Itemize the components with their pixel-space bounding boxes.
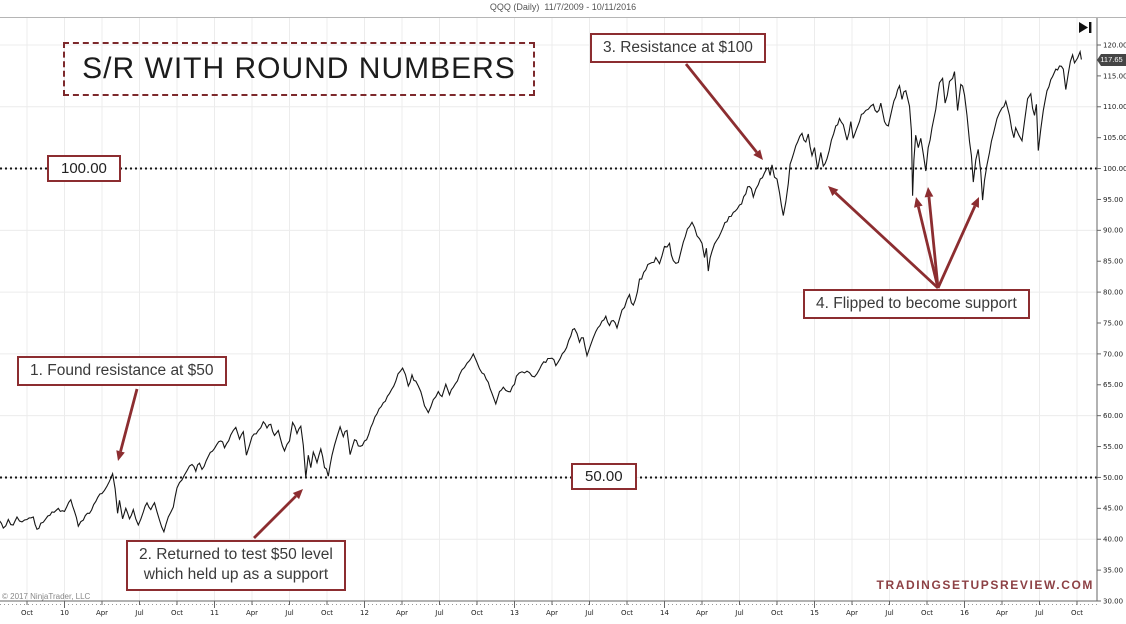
svg-text:Jul: Jul bbox=[134, 609, 144, 617]
svg-text:Oct: Oct bbox=[471, 609, 483, 617]
svg-text:Oct: Oct bbox=[621, 609, 633, 617]
svg-text:13: 13 bbox=[510, 609, 519, 617]
svg-text:Jul: Jul bbox=[734, 609, 744, 617]
svg-text:75.00: 75.00 bbox=[1103, 319, 1123, 327]
svg-text:35.00: 35.00 bbox=[1103, 567, 1123, 575]
svg-text:70.00: 70.00 bbox=[1103, 350, 1123, 358]
svg-text:90.00: 90.00 bbox=[1103, 227, 1123, 235]
time-axis-labels: Oct 10 Apr Jul Oct 11 Apr Jul Oct 12 Apr Jul Oct 13 Ap… bbox=[21, 601, 1083, 617]
price-line bbox=[0, 49, 1082, 534]
annotation-arrows bbox=[116, 63, 979, 539]
site-branding: TRADINGSETUPSREVIEW.COM bbox=[876, 578, 1094, 592]
svg-text:Oct: Oct bbox=[321, 609, 333, 617]
svg-text:Jul: Jul bbox=[434, 609, 444, 617]
level-label-50: 50.00 bbox=[571, 463, 637, 490]
annotation-box-1: 1. Found resistance at $50 bbox=[17, 356, 227, 387]
annotation-box-2: 2. Returned to test $50 level which held… bbox=[126, 540, 346, 591]
svg-text:45.00: 45.00 bbox=[1103, 505, 1123, 513]
svg-text:Oct: Oct bbox=[171, 609, 183, 617]
svg-text:16: 16 bbox=[960, 609, 969, 617]
svg-text:65.00: 65.00 bbox=[1103, 381, 1123, 389]
annotation-box-4: 4. Flipped to become support bbox=[803, 289, 1030, 320]
svg-text:30.00: 30.00 bbox=[1103, 597, 1123, 605]
headline-annotation-box: S/R WITH ROUND NUMBERS bbox=[63, 42, 535, 96]
svg-text:Jul: Jul bbox=[1034, 609, 1044, 617]
chart-header-title: QQQ (Daily) 11/7/2009 - 10/11/2016 bbox=[489, 2, 637, 12]
svg-text:85.00: 85.00 bbox=[1103, 258, 1123, 266]
price-axis-labels: 120.00 115.00 110.00 105.00 100.00 95.00 90.00… bbox=[1097, 41, 1126, 605]
svg-text:Apr: Apr bbox=[996, 609, 1008, 617]
svg-text:Oct: Oct bbox=[1071, 609, 1083, 617]
svg-text:115.00: 115.00 bbox=[1103, 72, 1126, 80]
svg-text:55.00: 55.00 bbox=[1103, 443, 1123, 451]
axes bbox=[0, 18, 1098, 605]
annotation-box-3: 3. Resistance at $100 bbox=[590, 33, 766, 64]
svg-text:Oct: Oct bbox=[771, 609, 783, 617]
svg-text:80.00: 80.00 bbox=[1103, 289, 1123, 297]
svg-text:95.00: 95.00 bbox=[1103, 196, 1123, 204]
svg-text:110.00: 110.00 bbox=[1103, 103, 1126, 111]
svg-text:14: 14 bbox=[660, 609, 669, 617]
sr-level-lines bbox=[0, 167, 1097, 479]
svg-text:Apr: Apr bbox=[396, 609, 408, 617]
svg-text:Jul: Jul bbox=[884, 609, 894, 617]
svg-text:Oct: Oct bbox=[21, 609, 33, 617]
svg-text:120.00: 120.00 bbox=[1103, 41, 1126, 49]
svg-text:Apr: Apr bbox=[546, 609, 558, 617]
svg-text:10: 10 bbox=[60, 609, 69, 617]
headline-text: S/R WITH ROUND NUMBERS bbox=[82, 52, 516, 85]
svg-text:105.00: 105.00 bbox=[1103, 134, 1126, 142]
svg-text:50.00: 50.00 bbox=[1103, 474, 1123, 482]
svg-text:100.00: 100.00 bbox=[1103, 165, 1126, 173]
header-divider bbox=[0, 17, 1126, 18]
svg-text:12: 12 bbox=[360, 609, 369, 617]
svg-text:Oct: Oct bbox=[921, 609, 933, 617]
svg-text:40.00: 40.00 bbox=[1103, 536, 1123, 544]
svg-text:60.00: 60.00 bbox=[1103, 412, 1123, 420]
last-price-tag: 117.65 bbox=[1097, 54, 1126, 66]
svg-text:Apr: Apr bbox=[246, 609, 258, 617]
svg-text:15: 15 bbox=[810, 609, 819, 617]
svg-text:Apr: Apr bbox=[696, 609, 708, 617]
svg-text:Jul: Jul bbox=[284, 609, 294, 617]
level-label-100: 100.00 bbox=[47, 155, 121, 182]
svg-text:Apr: Apr bbox=[96, 609, 108, 617]
go-to-end-icon[interactable] bbox=[1078, 21, 1093, 34]
ninjatrader-watermark: © 2017 NinjaTrader, LLC bbox=[2, 592, 91, 601]
svg-text:Jul: Jul bbox=[584, 609, 594, 617]
svg-text:Apr: Apr bbox=[846, 609, 858, 617]
svg-text:11: 11 bbox=[210, 609, 219, 617]
